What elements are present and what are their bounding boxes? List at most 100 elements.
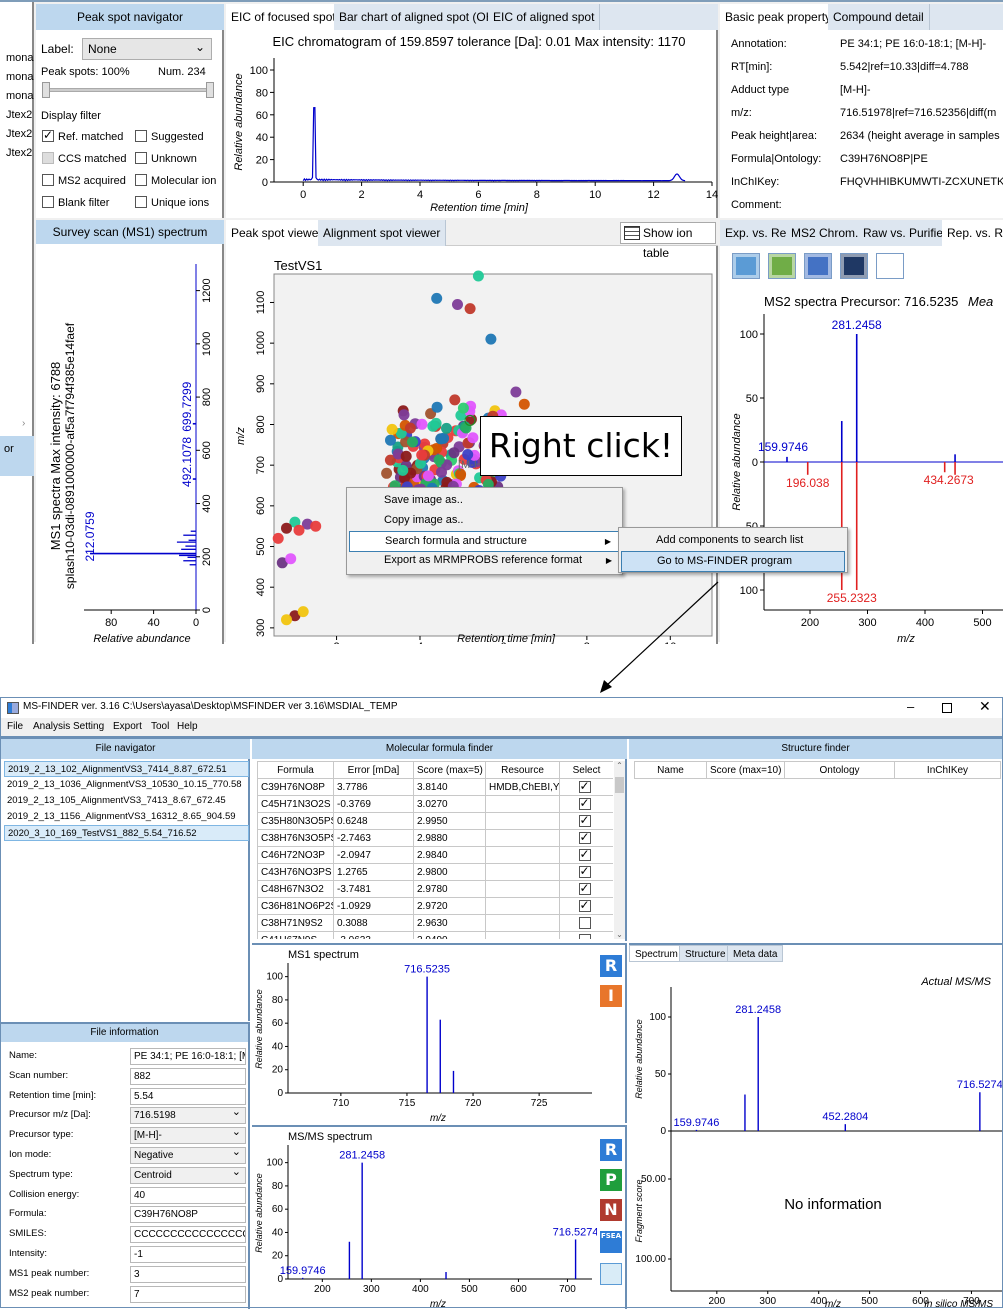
checkbox[interactable]	[42, 152, 54, 164]
select-checkbox[interactable]	[578, 780, 591, 793]
formula-cell-select[interactable]	[559, 812, 613, 830]
side-button-n[interactable]: N	[600, 1199, 622, 1221]
filter-ms2-acquired[interactable]: MS2 acquired	[42, 174, 126, 187]
file-info-field[interactable]: 5.54	[130, 1087, 246, 1105]
binv-icon[interactable]	[840, 253, 868, 279]
formula-column-header[interactable]: Error [mDa]	[333, 761, 414, 779]
file-list-item[interactable]: 2019_2_13_1036_AlignmentVS3_10530_10.15_…	[7, 779, 242, 790]
select-checkbox[interactable]	[578, 831, 591, 844]
scroll-up-icon[interactable]: ⌃	[616, 761, 623, 770]
tab-bar-chart-of-aligned-spot-oh[interactable]: Bar chart of aligned spot (OH)	[334, 4, 505, 30]
checkbox[interactable]	[42, 174, 54, 186]
select-checkbox[interactable]	[578, 882, 591, 895]
submenu-item[interactable]: Add components to search list	[621, 531, 845, 550]
file-list-item[interactable]: 2020_3_10_169_TestVS1_882_5.54_716.52	[4, 825, 249, 841]
file-list-item[interactable]: 2019_2_13_102_AlignmentVS3_7414_8.87_672…	[4, 761, 249, 777]
slider-handle-left[interactable]	[42, 82, 50, 98]
show-ion-table-button[interactable]: Show ion table	[620, 222, 716, 260]
network-icon[interactable]	[804, 253, 832, 279]
left-item[interactable]: mona	[6, 90, 34, 102]
formula-cell-select[interactable]	[559, 897, 613, 915]
menu-analysis[interactable]: Analysis	[33, 721, 71, 732]
file-info-field[interactable]: 40	[130, 1186, 246, 1204]
side-button-r[interactable]: R	[600, 1139, 622, 1161]
file-info-field[interactable]: PE 34:1; PE 16:0-18:1; [M-H]	[130, 1048, 246, 1065]
select-checkbox[interactable]	[578, 933, 591, 939]
maximize-icon[interactable]	[942, 703, 952, 713]
file-info-field[interactable]: Centroid	[130, 1166, 246, 1184]
menu-setting[interactable]: Setting	[73, 721, 105, 732]
menu-export[interactable]: Export	[113, 721, 142, 732]
filter-suggested[interactable]: Suggested	[135, 130, 204, 143]
menu-file[interactable]: File	[7, 721, 24, 732]
side-button-r[interactable]: R	[600, 955, 622, 977]
select-checkbox[interactable]	[578, 848, 591, 861]
file-info-field[interactable]: 3	[130, 1265, 246, 1283]
structure-column-header[interactable]: Ontology	[784, 761, 895, 779]
scroll-down-icon[interactable]: ⌄	[616, 930, 623, 939]
formula-row[interactable]: C38H71N9S2 0.3088 2.9630	[257, 914, 613, 932]
file-info-field[interactable]: -1	[130, 1246, 246, 1263]
peak-table-icon[interactable]	[768, 253, 796, 279]
tab-eic-of-aligned-spot[interactable]: EIC of aligned spot	[488, 4, 601, 30]
filter-unique-ions[interactable]: Unique ions	[135, 196, 209, 209]
submenu-item[interactable]: Go to MS-FINDER program	[621, 551, 845, 572]
tab-alignment-spot-viewer[interactable]: Alignment spot viewer	[318, 220, 447, 246]
formula-cell-select[interactable]	[559, 914, 613, 932]
context-menu-item[interactable]: Copy image as..	[349, 511, 620, 530]
formula-row[interactable]: C45H71N3O2S -0.3769 3.0270	[257, 795, 613, 813]
tab-exp-vs-ref[interactable]: Exp. vs. Ref.	[720, 220, 800, 246]
tab-raw-vs-purified[interactable]: Raw vs. Purified	[858, 220, 956, 246]
file-list-item[interactable]: 2019_2_13_105_AlignmentVS3_7413_8.67_672…	[7, 795, 226, 806]
formula-row[interactable]: C48H67N3O2 -3.7481 2.9780	[257, 880, 613, 898]
left-item[interactable]: Jtex2	[6, 147, 33, 159]
formula-column-header[interactable]: Formula	[257, 761, 334, 779]
formula-scroll-thumb[interactable]	[615, 777, 624, 793]
structure-column-header[interactable]: Score (max=10)	[706, 761, 785, 779]
formula-column-header[interactable]: Score (max=5)	[413, 761, 486, 779]
side-button-i[interactable]: I	[600, 985, 622, 1007]
formula-row[interactable]: C41H67N9S-3.06232.9490	[257, 931, 613, 939]
tab-spectrum[interactable]: Spectrum	[629, 945, 684, 962]
formula-column-header[interactable]: Resource	[485, 761, 560, 779]
lq-icon[interactable]	[876, 253, 904, 279]
filter-molecular-ion[interactable]: Molecular ion	[135, 174, 216, 187]
tab-eic-of-focused-spot[interactable]: EIC of focused spot	[226, 4, 342, 30]
formula-scrollbar[interactable]: ⌃ ⌄	[614, 761, 625, 939]
filter-blank-filter[interactable]: Blank filter	[42, 196, 109, 209]
formula-row[interactable]: C36H81NO6P2S -1.0929 2.9720	[257, 897, 613, 915]
slider-handle-right[interactable]	[206, 82, 214, 98]
checkbox[interactable]	[135, 130, 147, 142]
peak-spots-slider[interactable]	[42, 88, 214, 92]
close-icon[interactable]: ✕	[979, 698, 991, 714]
context-menu-item[interactable]: Export as MRMPROBS reference format ▶	[349, 551, 620, 570]
checkbox[interactable]	[135, 152, 147, 164]
left-scroll-arrow-icon[interactable]: ›	[22, 418, 26, 429]
left-item[interactable]: Jtex2	[6, 109, 33, 121]
select-checkbox[interactable]	[578, 865, 591, 878]
file-info-field[interactable]: 882	[130, 1067, 246, 1085]
tab-structure[interactable]: Structure	[679, 945, 732, 962]
tab-compound-detail[interactable]: Compound detail	[828, 4, 930, 30]
file-info-field[interactable]: CCCCCCCCCCCCCCCC(=O)C	[130, 1226, 246, 1244]
fsea-button[interactable]: FSEA	[600, 1231, 622, 1253]
menu-help[interactable]: Help	[177, 721, 198, 732]
select-checkbox[interactable]	[578, 814, 591, 827]
tab-peak-spot-viewer[interactable]: Peak spot viewer	[226, 220, 329, 246]
label-dropdown[interactable]: None ⌄	[82, 38, 212, 60]
minimize-icon[interactable]: –	[907, 699, 915, 714]
left-item[interactable]: mona	[6, 52, 34, 64]
formula-row[interactable]: C38H76N3O5PS -2.7463 2.9880	[257, 829, 613, 847]
formula-cell-select[interactable]	[559, 846, 613, 864]
context-menu-item[interactable]: Search formula and structure ▶	[349, 531, 620, 552]
structure-column-header[interactable]: InChIKey	[894, 761, 1001, 779]
menu-tool[interactable]: Tool	[151, 721, 170, 732]
file-info-field[interactable]: C39H76NO8P	[130, 1206, 246, 1224]
context-menu-item[interactable]: Save image as..	[349, 491, 620, 510]
formula-column-header[interactable]: Select	[559, 761, 613, 779]
file-info-field[interactable]: Negative	[130, 1147, 246, 1164]
file-list-item[interactable]: 2019_2_13_1156_AlignmentVS3_16312_8.65_9…	[7, 811, 236, 822]
tab-ms2-chrom[interactable]: MS2 Chrom.	[786, 220, 865, 246]
